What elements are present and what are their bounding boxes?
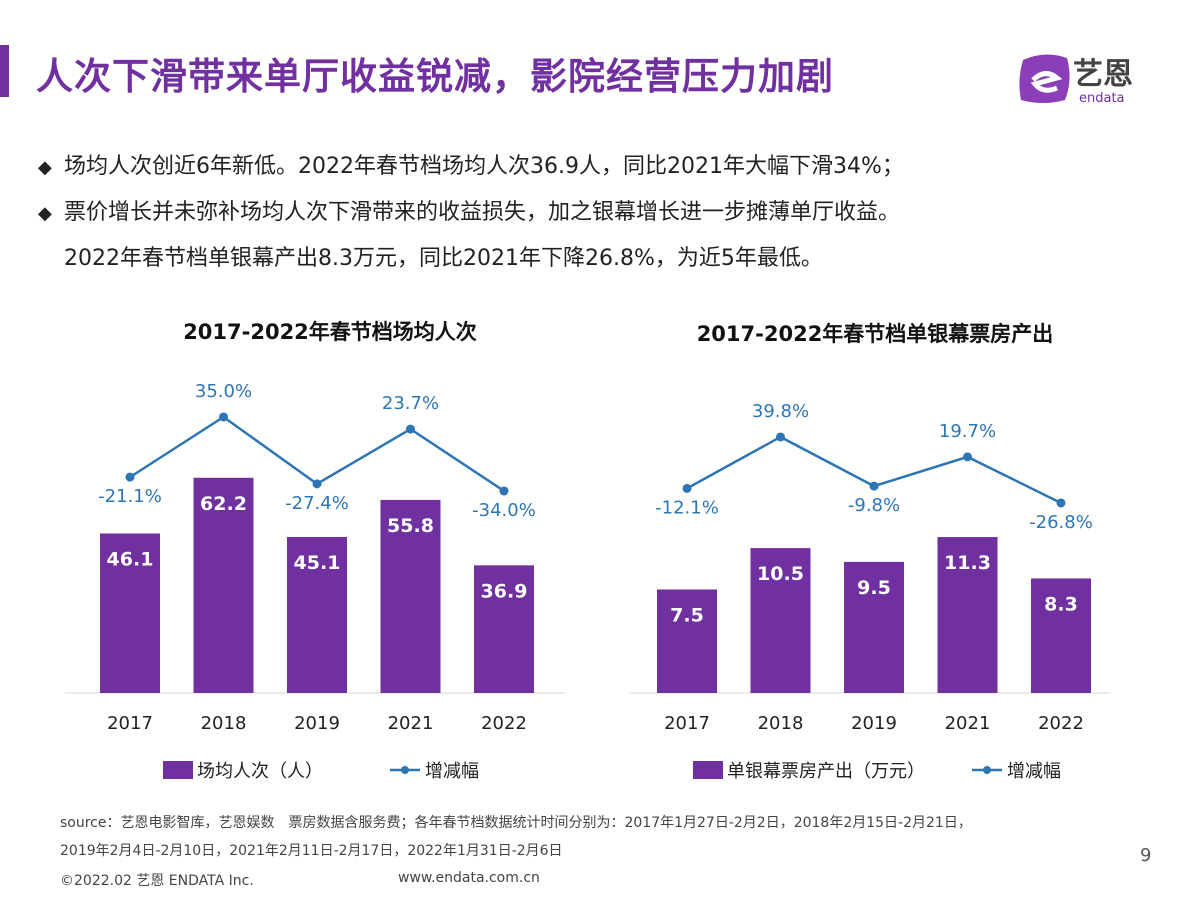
svg-text:艺恩: 艺恩 (1073, 57, 1133, 92)
bullet-1: ◆ 场均人次创近6年新低。2022年春节档场均人次36.9人，同比2021年大幅下… (38, 148, 904, 180)
line-point (312, 479, 322, 489)
bullet-text: 场均人次创近6年新低。2022年春节档场均人次36.9人，同比2021年大幅下滑… (64, 154, 904, 179)
line-point (125, 472, 135, 482)
bar (193, 477, 254, 693)
bar-value-label: 9.5 (857, 577, 891, 599)
x-tick-label: 2022 (481, 713, 527, 734)
x-tick-label: 2018 (758, 713, 804, 734)
title-accent-bar (0, 45, 9, 97)
line-point (776, 432, 785, 442)
line-value-label: 19.7% (939, 421, 996, 442)
line-value-label: 23.7% (382, 393, 439, 414)
bar-value-label: 45.1 (294, 552, 341, 574)
legend-line-marker (983, 766, 991, 774)
line-value-label: -27.4% (285, 493, 349, 514)
bar (100, 533, 160, 693)
bar-value-label: 7.5 (670, 605, 704, 627)
page-title: 人次下滑带来单厅收益锐减，影院经营压力加剧 (36, 55, 834, 98)
endata-logo: 艺恩 endata (1015, 50, 1155, 106)
line-value-label: -34.0% (472, 500, 536, 521)
x-tick-label: 2019 (851, 713, 897, 734)
line-point (1056, 498, 1066, 508)
diamond-bullet-icon: ◆ (38, 203, 52, 224)
bullet-text: 票价增长并未弥补场均人次下滑带来的收益损失，加之银幕增长进一步摊薄单厅收益。 (64, 200, 901, 225)
legend-bar-swatch (693, 761, 723, 779)
chart-2-title: 2017-2022年春节档单银幕票房产出 (696, 322, 1054, 346)
line-point (499, 486, 509, 496)
bar-value-label: 10.5 (757, 563, 804, 585)
bar (657, 589, 717, 693)
legend-line-label: 增减幅 (425, 761, 479, 782)
bar-value-label: 11.3 (944, 552, 991, 574)
growth-line (686, 435, 1062, 505)
bar-value-label: 55.8 (387, 515, 434, 537)
chart-1-title: 2017-2022年春节档场均人次 (183, 320, 477, 344)
line-value-label: -21.1% (98, 486, 162, 507)
line-value-label: -12.1% (655, 497, 719, 518)
bar-value-label: 62.2 (200, 493, 247, 515)
bullet-2-continued: 2022年春节档单银幕产出8.3万元，同比2021年下降26.8%，为近5年最低… (64, 246, 823, 271)
x-tick-label: 2018 (201, 713, 247, 734)
source-note-line-1: source：艺恩电影智库，艺恩娱数 票房数据含服务费；各年春节档数据统计时间分… (60, 815, 972, 831)
legend-line-marker (401, 766, 409, 774)
line-value-label: -9.8% (848, 495, 900, 516)
x-tick-label: 2017 (107, 713, 153, 734)
svg-text:endata: endata (1079, 91, 1125, 106)
x-tick-label: 2019 (294, 713, 340, 734)
line-value-label: -26.8% (1029, 512, 1093, 533)
copyright: ©2022.02 艺恩 ENDATA Inc. (60, 873, 254, 889)
legend-bar-swatch (163, 761, 193, 779)
line-value-label: 39.8% (752, 401, 809, 422)
bar (1031, 578, 1091, 693)
bullet-2: ◆ 票价增长并未弥补场均人次下滑带来的收益损失，加之银幕增长进一步摊薄单厅收益。 (38, 194, 900, 226)
legend-line-label: 增减幅 (1007, 761, 1061, 782)
x-tick-label: 2022 (1038, 713, 1084, 734)
bar (287, 536, 347, 693)
legend-bar-label: 单银幕票房产出（万元） (727, 761, 925, 782)
bar-value-label: 8.3 (1044, 593, 1078, 615)
bar (380, 499, 441, 693)
x-tick-label: 2021 (945, 713, 991, 734)
legend-bar-label: 场均人次（人） (197, 761, 323, 782)
bar-value-label: 36.9 (481, 580, 528, 602)
source-note-line-2: 2019年2月4日-2月10日，2021年2月11日-2月17日，2022年1月… (60, 843, 563, 859)
x-tick-label: 2017 (664, 713, 710, 734)
bar (844, 561, 904, 693)
bar-value-label: 46.1 (107, 548, 154, 570)
bar (937, 537, 998, 693)
line-point (869, 481, 879, 491)
page-number: 9 (1140, 845, 1152, 866)
line-value-label: 35.0% (195, 381, 252, 402)
line-point (682, 483, 692, 493)
bar (750, 548, 811, 693)
x-tick-label: 2021 (388, 713, 434, 734)
diamond-bullet-icon: ◆ (38, 157, 52, 178)
bar (474, 565, 534, 693)
line-point (219, 412, 228, 422)
line-point (963, 452, 972, 462)
website-link[interactable]: www.endata.com.cn (398, 870, 540, 886)
line-point (406, 424, 415, 434)
